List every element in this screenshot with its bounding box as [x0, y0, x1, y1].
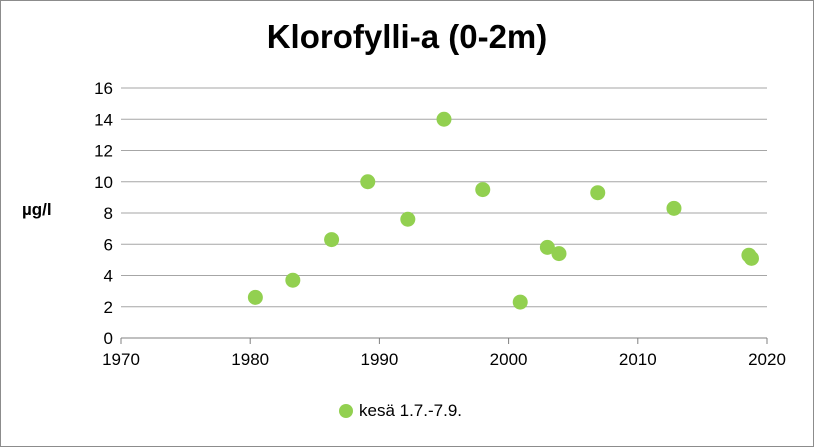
- y-tick-label: 0: [104, 329, 113, 348]
- y-tick-label: 16: [94, 79, 113, 98]
- data-point: [590, 185, 606, 201]
- y-tick-label: 12: [94, 142, 113, 161]
- y-tick-label: 6: [104, 235, 113, 254]
- data-point: [539, 239, 555, 255]
- data-point: [400, 211, 416, 227]
- legend-label: kesä 1.7.-7.9.: [359, 401, 463, 420]
- x-tick-label: 2010: [619, 350, 657, 369]
- x-tick-label: 2020: [748, 350, 786, 369]
- x-tick-label: 1990: [360, 350, 398, 369]
- data-point: [666, 200, 682, 216]
- data-point: [360, 174, 376, 190]
- y-tick-label: 14: [94, 110, 113, 129]
- legend-marker: [339, 404, 353, 418]
- data-point: [436, 111, 452, 127]
- data-point: [285, 272, 301, 288]
- x-tick-label: 1980: [231, 350, 269, 369]
- y-tick-label: 4: [104, 267, 113, 286]
- data-point: [247, 289, 263, 305]
- y-tick-label: 2: [104, 298, 113, 317]
- x-tick-label: 2000: [490, 350, 528, 369]
- y-tick-label: 10: [94, 173, 113, 192]
- data-point: [512, 294, 528, 310]
- legend: kesä 1.7.-7.9.: [339, 401, 462, 421]
- x-tick-label: 1970: [102, 350, 140, 369]
- data-point: [475, 182, 491, 198]
- y-tick-label: 8: [104, 204, 113, 223]
- data-point: [324, 232, 340, 248]
- chart-title: Klorofylli-a (0-2m): [266, 18, 548, 55]
- y-axis-label: µg/l: [22, 200, 52, 219]
- data-point: [743, 250, 759, 266]
- data-point: [551, 246, 567, 262]
